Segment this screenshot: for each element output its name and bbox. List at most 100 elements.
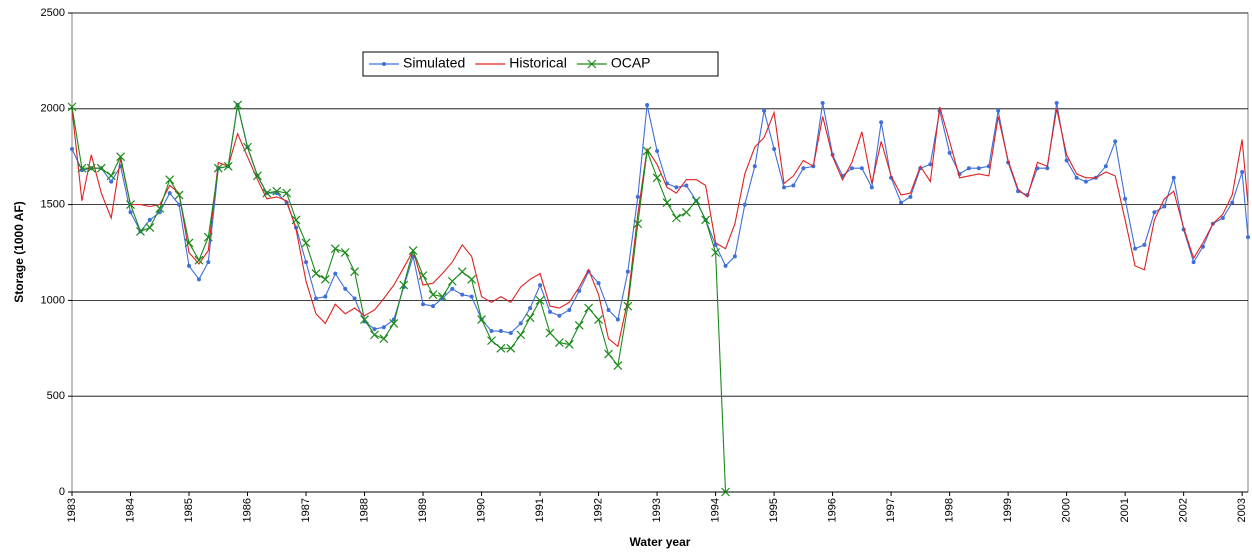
data-point (1142, 242, 1147, 247)
data-point (213, 163, 223, 173)
data-point (518, 321, 523, 326)
data-point (820, 101, 825, 106)
data-point (545, 328, 555, 338)
x-tick-label: 1989 (417, 498, 429, 522)
data-point (243, 142, 252, 152)
x-axis-label: Water year (630, 535, 691, 549)
data-point (313, 296, 318, 301)
data-point (418, 271, 428, 280)
x-tick-label: 1997 (885, 498, 897, 522)
data-point (604, 349, 613, 359)
data-point (282, 188, 292, 198)
data-point (594, 315, 603, 324)
data-point (1230, 200, 1235, 205)
data-point (145, 223, 155, 233)
data-point (174, 190, 184, 200)
data-point (671, 213, 681, 223)
data-point (437, 292, 447, 301)
data-point (128, 210, 133, 215)
data-point (742, 202, 747, 207)
data-point (691, 196, 701, 206)
data-point (655, 148, 660, 153)
data-point (206, 260, 211, 265)
y-tick-label: 2000 (41, 103, 65, 115)
data-point (96, 163, 106, 173)
data-point (489, 329, 494, 334)
x-tick-label: 2002 (1178, 498, 1190, 522)
data-point (352, 296, 357, 301)
data-point (1103, 164, 1108, 169)
x-tick-label: 1991 (534, 498, 546, 522)
data-point (662, 198, 672, 208)
data-point (625, 269, 630, 274)
data-point (320, 274, 330, 284)
data-point (126, 200, 135, 210)
data-point (430, 304, 435, 309)
data-point (642, 146, 652, 156)
data-point (106, 171, 116, 181)
data-point (849, 166, 854, 171)
y-tick-label: 500 (47, 390, 65, 402)
x-tick-label: 1993 (651, 498, 663, 522)
data-point (721, 487, 730, 497)
x-tick-label: 1996 (827, 498, 839, 522)
data-point (879, 120, 884, 125)
data-point (350, 267, 360, 277)
data-point (528, 306, 533, 311)
x-tick-label: 1999 (1002, 498, 1014, 522)
data-point (606, 307, 611, 312)
data-point (782, 185, 787, 190)
data-point (1123, 196, 1128, 201)
data-point (301, 238, 311, 248)
data-point (1171, 175, 1176, 180)
y-tick-label: 0 (59, 486, 65, 498)
data-point (1220, 216, 1225, 221)
data-point (109, 179, 114, 184)
x-tick-label: 2000 (1061, 498, 1073, 522)
data-point (184, 238, 194, 248)
legend-label: Simulated (403, 55, 465, 71)
data-point (548, 309, 553, 314)
data-point (801, 166, 806, 171)
data-point (772, 147, 777, 152)
data-point (460, 292, 465, 297)
data-point (966, 166, 971, 171)
data-point (330, 244, 340, 254)
data-point (116, 152, 125, 162)
data-point (333, 271, 338, 276)
data-point (508, 330, 513, 335)
data-point (177, 202, 182, 207)
data-point (613, 361, 623, 370)
data-point (469, 294, 474, 299)
x-tick-label: 1984 (124, 498, 136, 522)
data-point (567, 307, 572, 312)
data-point (869, 185, 874, 190)
data-point (467, 274, 477, 284)
data-point (615, 317, 620, 322)
y-tick-label: 1500 (41, 199, 65, 211)
data-point (457, 267, 467, 277)
data-point (372, 327, 377, 332)
data-point (253, 171, 262, 181)
x-tick-label: 1988 (358, 498, 370, 522)
data-point (623, 301, 633, 311)
data-point (732, 254, 737, 259)
x-tick-label: 1990 (475, 498, 487, 522)
data-point (70, 147, 74, 152)
data-point (762, 108, 767, 113)
data-point (752, 164, 757, 169)
data-point (574, 320, 584, 330)
data-point (399, 280, 409, 290)
data-point (557, 313, 562, 318)
data-point (535, 295, 545, 305)
data-point (899, 200, 904, 205)
data-point (304, 260, 309, 265)
legend-label: Historical (509, 55, 567, 71)
data-point (291, 215, 301, 225)
data-point (262, 188, 272, 198)
x-tick-label: 1987 (300, 498, 312, 522)
data-point (379, 334, 389, 344)
data-point (187, 263, 192, 268)
data-point (360, 315, 369, 324)
data-point (165, 175, 175, 185)
